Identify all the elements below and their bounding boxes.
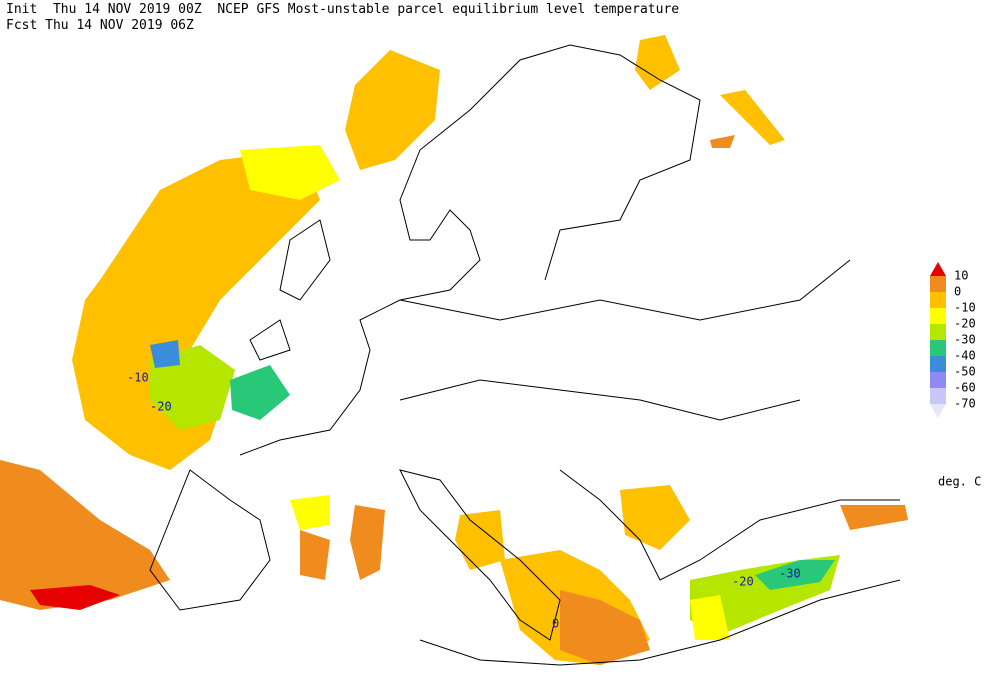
contour-label: -20 (732, 575, 754, 589)
forecast-line: Fcst Thu 14 NOV 2019 06Z (6, 18, 194, 33)
coastlines (149, 44, 901, 666)
legend-swatch (930, 292, 946, 308)
legend-label: -60 (954, 381, 976, 395)
legend-swatch (930, 324, 946, 340)
legend-triangle (930, 262, 946, 276)
contour-label: -30 (779, 567, 801, 581)
legend-label: 10 (954, 269, 968, 283)
legend-swatch (930, 340, 946, 356)
legend-label: -30 (954, 333, 976, 347)
legend-swatch (930, 356, 946, 372)
legend-swatch (930, 308, 946, 324)
legend: 10 0 -10 -20 -30 -40 -50 -60 -70 (930, 262, 976, 418)
legend-swatch (930, 276, 946, 292)
legend-label: -40 (954, 349, 976, 363)
init-line: Init Thu 14 NOV 2019 00Z NCEP GFS Most-u… (6, 2, 680, 17)
legend-label: -10 (954, 301, 976, 315)
legend-unit: deg. C (938, 475, 981, 489)
contour-label: -20 (150, 400, 172, 414)
legend-triangle (930, 404, 946, 418)
contour-label: 0 (552, 617, 559, 631)
legend-label: -70 (954, 397, 976, 411)
legend-swatch (930, 372, 946, 388)
legend-swatch (930, 388, 946, 404)
legend-label: 0 (954, 285, 961, 299)
contour-label: -10 (127, 371, 149, 385)
field-shading (0, 35, 908, 665)
legend-label: -50 (954, 365, 976, 379)
legend-label: -20 (954, 317, 976, 331)
